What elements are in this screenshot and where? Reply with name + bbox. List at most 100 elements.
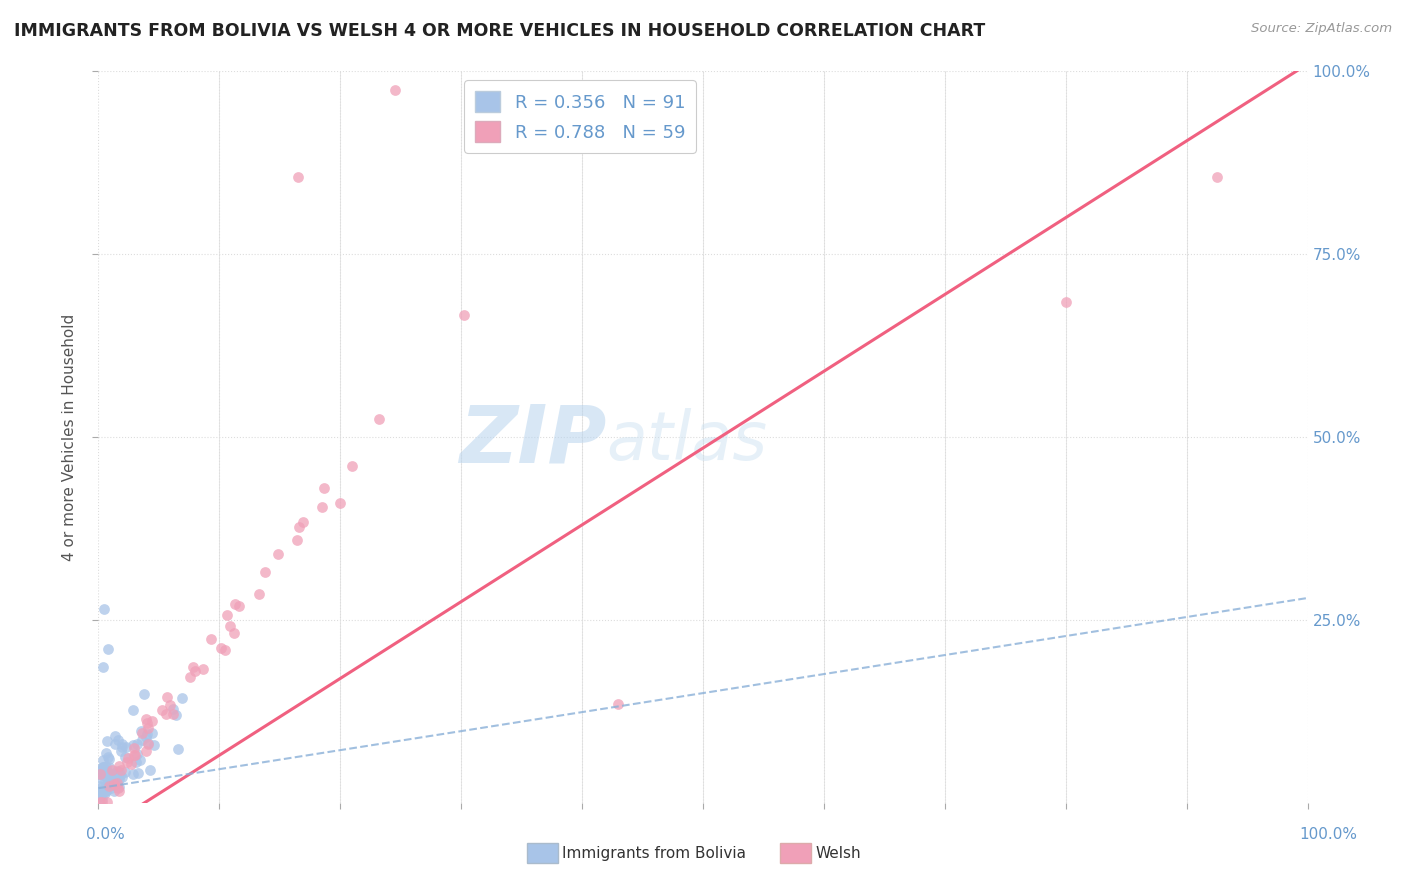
Point bbox=[107, 780, 129, 795]
Point bbox=[135, 712, 157, 726]
Text: ZIP: ZIP bbox=[458, 401, 606, 480]
Point bbox=[93, 602, 115, 616]
Legend: R = 0.356   N = 91, R = 0.788   N = 59: R = 0.356 N = 91, R = 0.788 N = 59 bbox=[464, 80, 696, 153]
Point bbox=[89, 786, 111, 800]
Point bbox=[607, 697, 630, 711]
Point bbox=[287, 520, 309, 534]
Point bbox=[266, 547, 288, 561]
Point bbox=[105, 776, 128, 790]
Point bbox=[96, 795, 118, 809]
Point bbox=[91, 780, 114, 795]
Text: 100.0%: 100.0% bbox=[1299, 827, 1358, 842]
Point bbox=[93, 773, 115, 788]
Point bbox=[125, 755, 148, 769]
Point bbox=[141, 714, 163, 728]
Point bbox=[136, 727, 159, 741]
Point bbox=[141, 726, 163, 740]
Point bbox=[135, 716, 157, 731]
Point bbox=[107, 780, 129, 794]
Point bbox=[136, 737, 159, 751]
Point bbox=[184, 664, 207, 678]
Point bbox=[103, 784, 125, 798]
Point bbox=[127, 766, 149, 780]
Point bbox=[90, 795, 112, 809]
Point bbox=[96, 784, 118, 798]
Point bbox=[100, 776, 122, 790]
Point bbox=[159, 698, 181, 712]
Point bbox=[131, 726, 153, 740]
Point bbox=[101, 772, 124, 787]
Point bbox=[117, 750, 139, 764]
Point bbox=[89, 762, 111, 776]
Point bbox=[103, 769, 125, 783]
Point bbox=[96, 734, 118, 748]
Point bbox=[162, 706, 184, 721]
Point bbox=[98, 774, 121, 789]
Point bbox=[105, 766, 128, 780]
Point bbox=[101, 778, 124, 792]
Point bbox=[94, 783, 117, 797]
Point bbox=[122, 703, 145, 717]
Point bbox=[138, 736, 160, 750]
Point bbox=[124, 747, 146, 762]
Point bbox=[228, 599, 250, 613]
Point bbox=[103, 777, 125, 791]
Point bbox=[89, 795, 111, 809]
Point bbox=[247, 587, 270, 601]
Point bbox=[453, 308, 475, 322]
Point bbox=[150, 703, 173, 717]
Point bbox=[97, 774, 120, 789]
Point bbox=[167, 741, 190, 756]
Point bbox=[219, 618, 242, 632]
Point bbox=[90, 767, 112, 781]
Point bbox=[165, 707, 187, 722]
Point bbox=[97, 773, 120, 788]
Point bbox=[122, 740, 145, 755]
Point bbox=[214, 643, 236, 657]
Point bbox=[122, 747, 145, 762]
Point bbox=[114, 750, 136, 764]
Point bbox=[191, 662, 214, 676]
Point bbox=[287, 533, 309, 547]
Point bbox=[127, 737, 149, 751]
Point bbox=[100, 767, 122, 781]
Point bbox=[121, 767, 143, 781]
Point bbox=[329, 496, 352, 510]
Point bbox=[97, 749, 120, 764]
Point bbox=[91, 753, 114, 767]
Point bbox=[91, 760, 114, 774]
Point bbox=[292, 515, 315, 529]
Point bbox=[200, 632, 222, 646]
Point bbox=[181, 660, 204, 674]
Point bbox=[135, 730, 157, 744]
Point bbox=[120, 756, 142, 771]
Point bbox=[209, 641, 232, 656]
Point bbox=[105, 780, 128, 795]
Point bbox=[89, 789, 111, 803]
Point bbox=[89, 789, 111, 804]
Point bbox=[135, 744, 157, 758]
Point bbox=[125, 747, 148, 761]
Point bbox=[1054, 294, 1077, 309]
Point bbox=[122, 738, 145, 752]
Point bbox=[100, 781, 122, 796]
Point bbox=[105, 764, 128, 779]
Point bbox=[89, 779, 111, 793]
Point bbox=[105, 777, 128, 791]
Point bbox=[215, 607, 238, 622]
Point bbox=[312, 482, 335, 496]
Point bbox=[253, 566, 276, 580]
Point bbox=[87, 767, 110, 781]
Point bbox=[311, 500, 333, 515]
Point bbox=[155, 706, 177, 721]
Point bbox=[90, 791, 112, 805]
Point bbox=[108, 765, 131, 780]
Point bbox=[94, 768, 117, 782]
Point bbox=[138, 721, 160, 735]
Point bbox=[111, 738, 134, 752]
Point bbox=[1206, 170, 1229, 185]
Point bbox=[114, 764, 136, 779]
Point bbox=[96, 771, 118, 785]
Point bbox=[129, 724, 152, 739]
Point bbox=[91, 783, 114, 797]
